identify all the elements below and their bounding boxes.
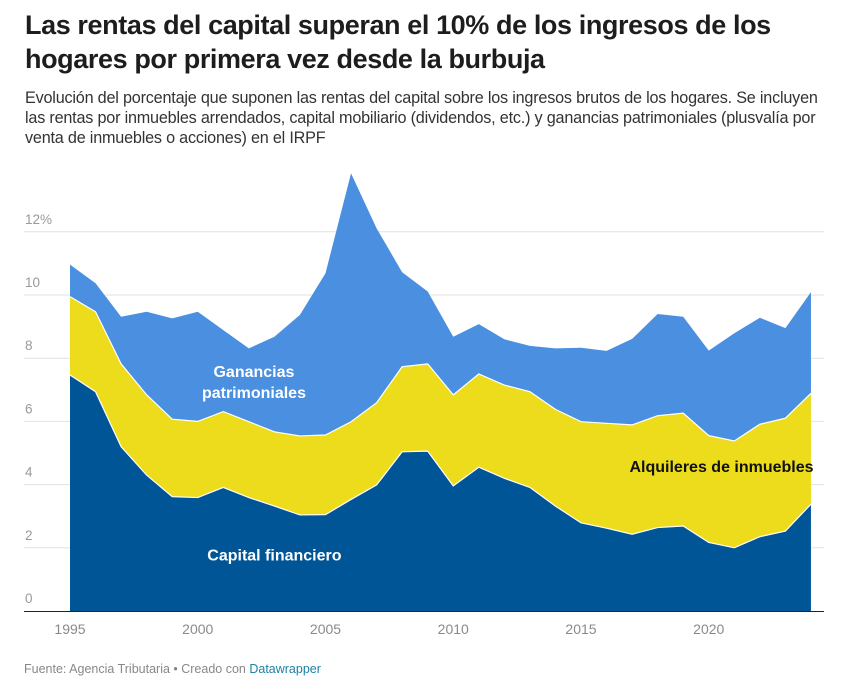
area-label-alquileres-de-inmuebles: Alquileres de inmuebles [629,459,813,476]
x-tick-label: 2020 [693,621,724,637]
footer: Fuente: Agencia Tributaria • Creado con … [24,662,321,676]
y-tick-label: 0 [25,591,33,606]
x-tick-label: 2005 [310,621,341,637]
x-tick-label: 2000 [182,621,213,637]
areas [24,173,824,612]
y-tick-label: 12% [25,212,52,227]
series-boundary-line [69,296,812,442]
area-capital-financiero [70,374,811,611]
y-axis-ticks: 0 2 4 6 8 10 12% [25,212,52,606]
chart-subtitle: Evolución del porcentaje que suponen las… [25,89,818,147]
area-ganancias-patrimoniales [70,173,811,441]
y-tick-label: 10 [25,275,40,290]
series-boundary-line [69,374,812,549]
area-label-line: patrimoniales [202,385,306,402]
y-tick-label: 2 [25,528,33,543]
x-tick-label: 2015 [565,621,596,637]
y-tick-label: 8 [25,338,33,353]
area-labels: Capital financiero Alquileres de inmueble… [202,364,814,564]
area-label-line: Alquileres de inmuebles [629,459,813,476]
source-note: Fuente: Agencia Tributaria • Creado con [24,662,250,676]
datawrapper-link[interactable]: Datawrapper [249,662,321,676]
y-tick-label: 4 [25,465,33,480]
area-alquileres-de-inmuebles [70,296,811,548]
x-axis-ticks: 1995 2000 2005 2010 2015 2020 [54,621,724,637]
area-label-ganancias-patrimoniales: Ganancias patrimoniales [202,364,306,402]
x-tick-label: 1995 [54,621,85,637]
x-tick-label: 2010 [438,621,469,637]
area-label-line: Capital financiero [207,547,341,564]
area-label-capital-financiero: Capital financiero [207,547,341,564]
area-label-line: Ganancias [213,364,294,381]
chart-title: Las rentas del capital superan el 10% de… [25,10,771,74]
y-tick-label: 6 [25,401,33,416]
